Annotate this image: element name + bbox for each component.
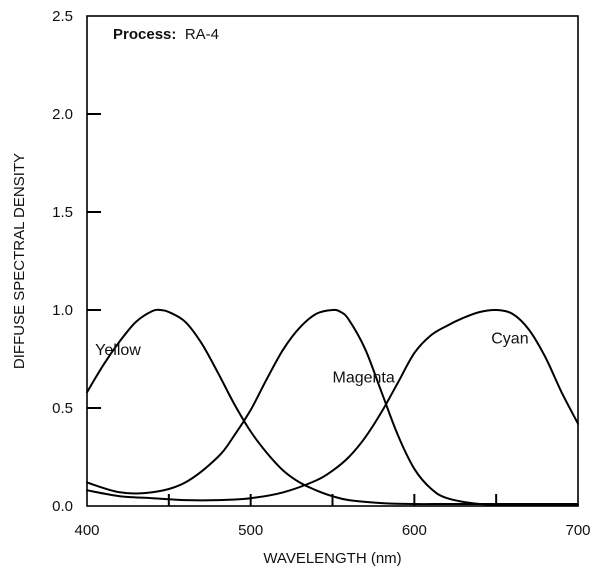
- density-curves: [86, 308, 579, 507]
- curve-label-yellow: Yellow: [95, 342, 141, 359]
- y-tick-label: 1.5: [52, 204, 73, 221]
- x-axis-title: WAVELENGTH (nm): [263, 550, 401, 567]
- curve-label-magenta: Magenta: [333, 370, 395, 387]
- y-tick-label: 1.0: [52, 302, 73, 319]
- curve-label-cyan: Cyan: [491, 330, 528, 347]
- y-tick-label: 0.5: [52, 400, 73, 417]
- x-tick-label: 400: [74, 522, 99, 539]
- y-tick-label: 0.0: [52, 498, 73, 515]
- curve-labels: Yellow Magenta Cyan: [95, 330, 528, 386]
- process-annotation: Process: RA-4: [113, 26, 219, 43]
- curve-yellow: [86, 308, 579, 506]
- process-value: RA-4: [185, 26, 219, 43]
- x-tick-label: 700: [565, 522, 590, 539]
- plot-frame: [86, 15, 579, 507]
- x-axis-ticks: 400 500 600 700: [74, 494, 591, 539]
- curve-magenta: [86, 308, 579, 507]
- y-tick-label: 2.0: [52, 106, 73, 123]
- process-key: Process:: [113, 26, 176, 43]
- curve-cyan: [86, 308, 579, 502]
- y-axis-ticks: 0.0 0.5 1.0 1.5 2.0 2.5: [52, 8, 101, 515]
- x-tick-label: 500: [238, 522, 263, 539]
- x-tick-label: 600: [402, 522, 427, 539]
- y-axis-title: DIFFUSE SPECTRAL DENSITY: [11, 153, 28, 369]
- y-tick-label: 2.5: [52, 8, 73, 25]
